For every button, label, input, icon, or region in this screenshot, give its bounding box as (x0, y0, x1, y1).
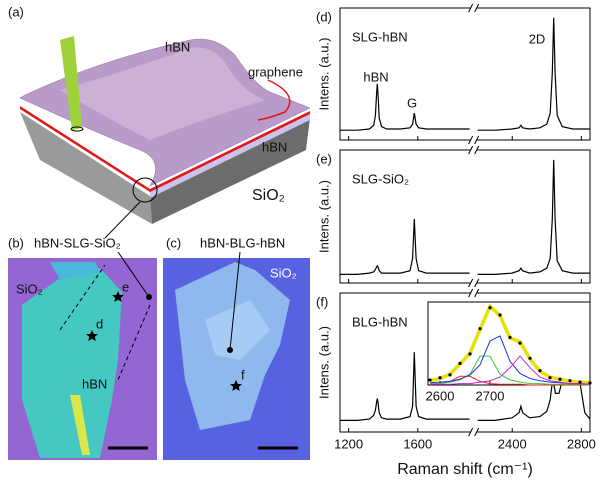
flake-edge (70, 395, 90, 455)
data-point (518, 341, 522, 345)
data-point (588, 381, 592, 385)
y-axis-label: Intens. (a.u.) (316, 326, 331, 399)
peak-label: G (407, 95, 417, 110)
flake-label: hBN (82, 376, 107, 391)
data-point (478, 327, 482, 331)
axis-break (474, 278, 480, 288)
axis-break-gap (470, 431, 477, 433)
block-front (20, 112, 152, 224)
layer-label: hBN (165, 39, 190, 54)
outline (59, 264, 106, 331)
data-point (548, 376, 552, 380)
spectrum (430, 355, 591, 385)
flake (22, 268, 122, 458)
layer-label: hBN (262, 139, 287, 154)
data-point (528, 356, 532, 360)
callout-line (229, 251, 241, 351)
panel-label: (e) (316, 151, 332, 166)
spectrum (340, 159, 590, 275)
spectrum (429, 375, 590, 386)
data-point (558, 377, 562, 381)
tip-end (70, 126, 84, 132)
data-point (568, 379, 572, 383)
spectrum (430, 355, 591, 386)
axis-break (474, 3, 480, 13)
spectrum (340, 17, 590, 131)
axis-break (468, 427, 474, 437)
axis-break (474, 145, 480, 155)
axis-break (468, 135, 474, 145)
data-point (508, 335, 512, 339)
axis-break-gap (470, 149, 477, 151)
data-point (498, 313, 502, 317)
schematic (19, 36, 311, 239)
peak-label: hBN (363, 69, 388, 84)
panel-title: SLG-SiO₂ (352, 171, 409, 186)
graphene-pointer (257, 79, 291, 121)
panel-label: (b) (8, 235, 24, 250)
axis-break (474, 288, 480, 298)
callout-label: hBN-BLG-hBN (200, 235, 285, 250)
panel-label: (f) (316, 294, 328, 309)
callout-label: hBN-SLG-SiO₂ (34, 235, 121, 250)
callout-line (104, 201, 141, 239)
panel-title: BLG-hBN (352, 314, 408, 329)
block-side (150, 118, 310, 224)
data-point (578, 380, 582, 384)
panel-label: (a) (8, 4, 24, 19)
point-label: e (122, 279, 129, 294)
peak-label: 2D (529, 31, 546, 46)
panel-label: (d) (316, 9, 332, 24)
tip (60, 36, 82, 130)
axis-break (474, 427, 480, 437)
axis-break-gap (470, 292, 477, 294)
data-point (488, 306, 492, 310)
data-point (448, 373, 452, 377)
y-axis-label: Intens. (a.u.) (316, 38, 331, 111)
x-tick-label: 2600 (426, 388, 455, 403)
y-axis-label: Intens. (a.u.) (316, 180, 331, 253)
layer-label: SiO₂ (252, 187, 285, 204)
x-axis-label: Raman shift (cm⁻¹) (397, 461, 533, 478)
point-label: f (241, 367, 245, 382)
plot-frame (339, 149, 591, 284)
callout-line (117, 251, 150, 298)
zoom-circle (132, 177, 158, 203)
substrate-label: SiO₂ (16, 281, 43, 296)
data-point (438, 376, 442, 380)
flake (205, 300, 270, 360)
axis-break-gap (470, 282, 477, 284)
axis-break (468, 288, 474, 298)
x-tick-label: 1200 (334, 436, 363, 451)
axis-break (468, 3, 474, 13)
axis-break (468, 278, 474, 288)
flake (50, 262, 100, 280)
substrate-label: SiO₂ (270, 265, 297, 280)
x-tick-label: 2400 (498, 436, 527, 451)
axis-break (474, 135, 480, 145)
axis-break-gap (470, 139, 477, 141)
axis-break-gap (470, 7, 477, 9)
surface-texture (60, 47, 265, 140)
x-tick-label: 1600 (403, 436, 432, 451)
point-label: d (96, 316, 103, 331)
panel-label: (c) (166, 235, 181, 250)
data-point (468, 352, 472, 356)
panel-title: SLG-hBN (352, 29, 408, 44)
data-point (428, 378, 432, 382)
axis-break (468, 145, 474, 155)
x-tick-label: 2800 (567, 436, 596, 451)
data-point (458, 361, 462, 365)
plot-frame (339, 7, 591, 141)
x-tick-label: 2700 (476, 388, 505, 403)
layer-label: graphene (248, 64, 303, 79)
data-point (538, 368, 542, 373)
